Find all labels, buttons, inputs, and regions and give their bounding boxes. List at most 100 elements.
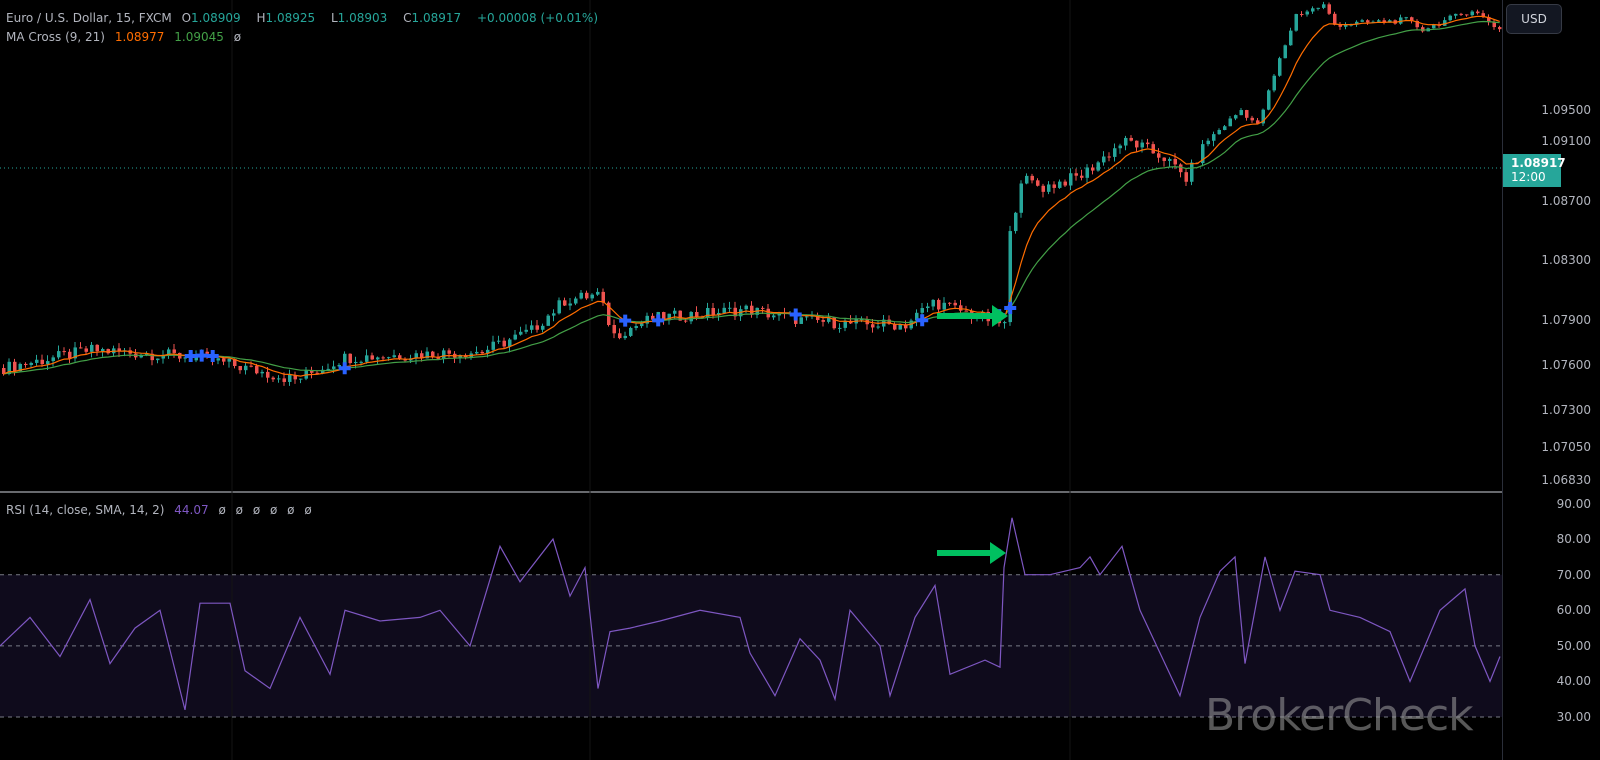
candle-body <box>1118 145 1122 149</box>
candle-body <box>486 349 490 354</box>
candle-body <box>519 331 523 335</box>
candle-body <box>13 361 17 372</box>
candle-body <box>904 324 908 329</box>
candle-body <box>139 355 143 358</box>
candle-body <box>1459 13 1463 15</box>
candle-body <box>277 378 281 380</box>
candle-body <box>948 302 952 304</box>
candle-body <box>876 326 880 328</box>
close-label: C <box>403 11 412 25</box>
candle-body <box>1113 148 1117 157</box>
candle-body <box>1454 13 1458 16</box>
candle-body <box>1206 140 1210 145</box>
green-arrow-icon <box>992 305 1008 327</box>
candle-body <box>381 357 385 359</box>
candle-body <box>315 372 319 374</box>
chart-canvas[interactable] <box>0 0 1502 760</box>
green-arrow-icon <box>990 542 1006 564</box>
rsi-extra: ø <box>304 503 312 517</box>
candle-body <box>447 350 451 354</box>
candle-body <box>1173 158 1177 165</box>
candle-body <box>816 315 820 321</box>
rsi-tick-label: 50.00 <box>1556 638 1591 653</box>
candle-body <box>370 355 374 360</box>
ma-cross-marker <box>789 308 802 321</box>
price-tick-label: 1.09500 <box>1541 103 1591 117</box>
candle-body <box>596 291 600 295</box>
candle-body <box>442 350 446 359</box>
candle-body <box>915 312 919 321</box>
price-axis[interactable]: 1.09500 1.09100 1.08700 1.08300 1.07900 1.076… <box>1502 0 1600 760</box>
currency-button[interactable]: USD <box>1506 4 1562 34</box>
candle-body <box>673 310 677 314</box>
rsi-name[interactable]: RSI (14, close, SMA, 14, 2) <box>6 503 165 517</box>
close-value: 1.08917 <box>411 11 462 25</box>
candle-body <box>535 325 539 330</box>
candle-body <box>1096 162 1100 171</box>
candle-body <box>376 357 380 360</box>
symbol-legend: Euro / U.S. Dollar, 15, FXCM O1.08909 H1… <box>6 11 604 25</box>
candle-body <box>931 299 935 307</box>
candle-body <box>106 349 110 354</box>
symbol-name[interactable]: Euro / U.S. Dollar, 15, FXCM <box>6 11 172 25</box>
candle-body <box>744 305 748 310</box>
price-tick-label: 1.07900 <box>1541 313 1591 327</box>
candle-body <box>1338 24 1342 27</box>
candle-body <box>348 353 352 364</box>
rsi-extra: ø <box>269 503 278 517</box>
candle-body <box>497 340 501 342</box>
candle-body <box>7 361 11 374</box>
rsi-extra: ø <box>252 503 261 517</box>
candle-body <box>1305 11 1309 15</box>
candle-body <box>244 365 248 371</box>
candle-body <box>926 306 930 309</box>
candle-body <box>359 361 363 363</box>
candle-body <box>1261 109 1265 124</box>
ma-legend: MA Cross (9, 21) 1.08977 1.09045 ø <box>6 30 247 44</box>
candle-body <box>299 378 303 380</box>
candle-body <box>937 299 941 310</box>
candle-body <box>40 359 44 365</box>
candle-body <box>1481 13 1485 17</box>
change-value: +0.00008 (+0.01%) <box>476 11 598 25</box>
candle-body <box>1063 181 1067 186</box>
candle-body <box>541 325 545 330</box>
ma-cross-marker <box>195 349 208 362</box>
candle-body <box>612 325 616 334</box>
candle-body <box>387 357 391 359</box>
candle-body <box>1432 24 1436 29</box>
candle-body <box>871 324 875 328</box>
candle-body <box>1036 180 1040 186</box>
candle-body <box>1085 167 1089 178</box>
candle-body <box>68 351 72 359</box>
candle-body <box>425 351 429 359</box>
candle-body <box>964 310 968 312</box>
candle-body <box>1492 22 1496 28</box>
candle-body <box>1300 14 1304 16</box>
candle-body <box>568 303 572 306</box>
candle-body <box>1382 20 1386 23</box>
bar-countdown: 12:00 <box>1511 170 1546 184</box>
candle-body <box>838 327 842 329</box>
ma-cross-marker <box>619 314 632 327</box>
ma-name[interactable]: MA Cross (9, 21) <box>6 30 105 44</box>
candle-body <box>1008 231 1012 323</box>
candle-body <box>321 369 325 374</box>
candle-body <box>326 368 330 370</box>
ma-cross-marker <box>338 362 351 375</box>
candle-body <box>480 351 484 354</box>
candle-body <box>1360 20 1364 22</box>
candle-body <box>684 320 688 322</box>
rsi-extra: ø <box>287 503 295 517</box>
candle-body <box>1041 185 1045 192</box>
candle-body <box>1272 75 1276 91</box>
candle-body <box>695 312 699 317</box>
open-value: 1.08909 <box>191 11 241 25</box>
candle-body <box>249 365 253 367</box>
ma-cross-marker <box>1004 302 1017 315</box>
candle-body <box>750 305 754 315</box>
candle-body <box>1410 17 1414 21</box>
candle-body <box>1135 140 1139 148</box>
candle-body <box>271 377 275 380</box>
